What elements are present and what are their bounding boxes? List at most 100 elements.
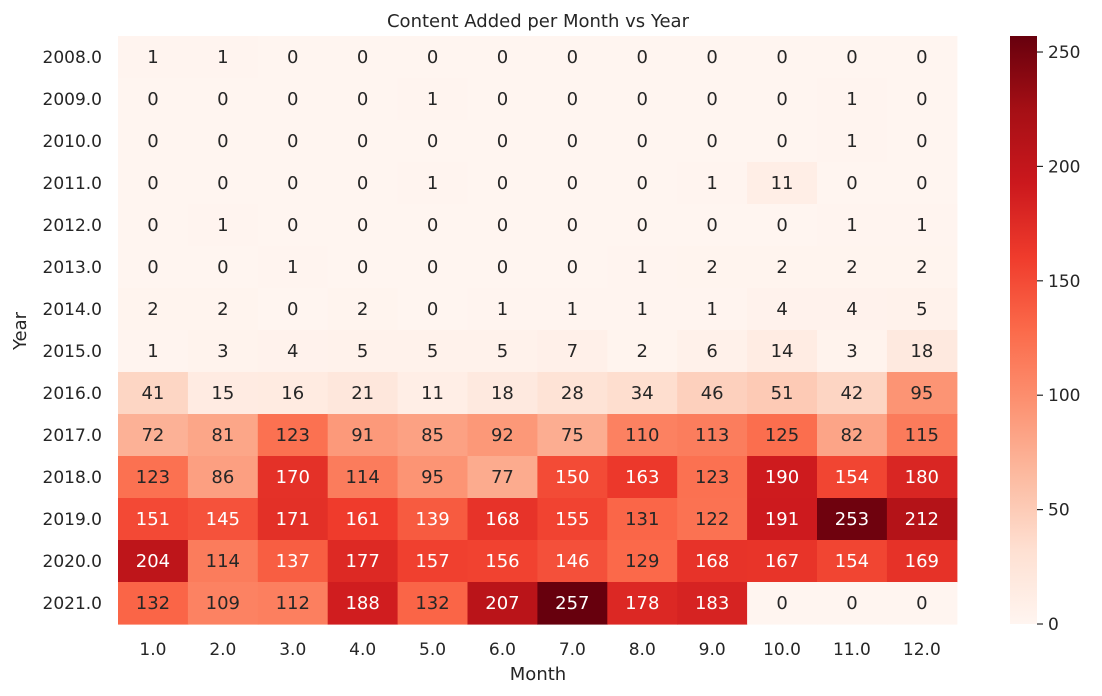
cell-value-label: 11 — [771, 173, 794, 194]
heatmap-cell — [607, 540, 678, 583]
cell-value-label: 0 — [287, 89, 298, 110]
cell-value-label: 168 — [485, 509, 519, 530]
heatmap-cell — [467, 246, 538, 289]
heatmap-cell — [747, 288, 818, 331]
cell-value-label: 1 — [637, 257, 648, 278]
heatmap-cell — [467, 372, 538, 415]
heatmap-cell — [118, 120, 189, 163]
heatmap-cell — [607, 204, 678, 247]
colorbar-tick-label: 150 — [1048, 272, 1080, 292]
y-tick-label: 2015.0 — [43, 342, 102, 362]
cell-value-label: 123 — [695, 467, 729, 488]
cell-value-label: 86 — [211, 467, 234, 488]
x-tick-label: 11.0 — [833, 640, 871, 660]
heatmap-cell — [537, 540, 608, 583]
colorbar-gradient — [1010, 36, 1037, 624]
heatmap-cell — [397, 162, 469, 205]
cell-value-label: 95 — [910, 383, 933, 404]
x-tick-label: 4.0 — [349, 640, 376, 660]
cell-value-label: 257 — [555, 593, 589, 614]
heatmap-cell — [886, 36, 958, 79]
heatmap-cell — [537, 162, 608, 205]
heatmap-cell — [187, 540, 259, 583]
cell-value-label: 0 — [916, 593, 927, 614]
cell-value-label: 5 — [916, 299, 927, 320]
cell-value-label: 1 — [846, 215, 857, 236]
heatmap-cell — [747, 456, 818, 499]
heatmap-cell — [327, 498, 399, 541]
heatmap-cell — [886, 540, 958, 583]
x-tick-label: 8.0 — [629, 640, 656, 660]
heatmap-cell — [607, 414, 678, 457]
cell-value-label: 28 — [561, 383, 584, 404]
cell-value-label: 0 — [217, 89, 228, 110]
heatmap-cell — [607, 582, 678, 625]
heatmap-cell — [187, 246, 259, 289]
y-tick-label: 2014.0 — [43, 300, 102, 320]
cell-value-label: 169 — [905, 551, 939, 572]
heatmap-cell — [747, 498, 818, 541]
cell-value-label: 18 — [910, 341, 933, 362]
cell-value-label: 1 — [637, 299, 648, 320]
heatmap-cell — [187, 78, 259, 121]
heatmap-cell — [747, 78, 818, 121]
heatmap-cell — [817, 372, 888, 415]
cell-value-label: 0 — [776, 131, 787, 152]
cell-value-label: 2 — [916, 257, 927, 278]
heatmap-cell — [817, 204, 888, 247]
heatmap-cell — [118, 36, 189, 79]
cell-value-label: 1 — [147, 47, 158, 68]
cell-value-label: 3 — [217, 341, 228, 362]
heatmap-cell — [537, 372, 608, 415]
y-tick-label: 2008.0 — [43, 48, 102, 68]
heatmap-cell — [537, 246, 608, 289]
heatmap-cell — [257, 120, 329, 163]
cell-value-label: 125 — [765, 425, 799, 446]
heatmap-cell — [257, 204, 329, 247]
colorbar-tick-label: 50 — [1048, 501, 1070, 521]
y-tick-label: 2009.0 — [43, 90, 102, 110]
cell-value-label: 191 — [765, 509, 799, 530]
heatmap-cell — [467, 288, 538, 331]
cell-value-label: 2 — [706, 257, 717, 278]
cell-value-label: 1 — [916, 215, 927, 236]
heatmap-cell — [187, 372, 259, 415]
cell-value-label: 34 — [631, 383, 654, 404]
cell-value-label: 0 — [637, 47, 648, 68]
colorbar-tick-label: 200 — [1048, 157, 1080, 177]
colorbar-tick-label: 100 — [1048, 386, 1080, 406]
cell-value-label: 157 — [415, 551, 449, 572]
heatmap-cell — [677, 162, 748, 205]
cell-value-label: 85 — [421, 425, 444, 446]
heatmap-cell — [257, 288, 329, 331]
cell-value-label: 15 — [211, 383, 234, 404]
heatmap-cell — [886, 456, 958, 499]
cell-value-label: 0 — [497, 215, 508, 236]
cell-value-label: 2 — [357, 299, 368, 320]
y-tick-label: 2021.0 — [43, 594, 102, 614]
cell-value-label: 151 — [136, 509, 170, 530]
heatmap-cell — [187, 456, 259, 499]
heatmap-cell — [467, 540, 538, 583]
x-tick-label: 6.0 — [489, 640, 516, 660]
heatmap-cell — [327, 204, 399, 247]
cell-value-label: 1 — [147, 341, 158, 362]
y-tick-label: 2016.0 — [43, 384, 102, 404]
cell-value-label: 0 — [637, 173, 648, 194]
heatmap-cell — [607, 372, 678, 415]
cell-value-label: 0 — [776, 593, 787, 614]
heatmap-cell — [187, 288, 259, 331]
heatmap-cell — [747, 162, 818, 205]
heatmap-cell — [886, 330, 958, 373]
cell-value-label: 253 — [835, 509, 869, 530]
heatmap-cell — [397, 456, 469, 499]
cell-value-label: 1 — [846, 131, 857, 152]
heatmap-cell — [886, 78, 958, 121]
cell-value-label: 155 — [555, 509, 589, 530]
heatmap-cell — [257, 414, 329, 457]
cell-value-label: 0 — [916, 173, 927, 194]
cell-value-label: 156 — [485, 551, 519, 572]
heatmap-cell — [327, 36, 399, 79]
heatmap-cell — [607, 78, 678, 121]
cell-value-label: 0 — [706, 215, 717, 236]
